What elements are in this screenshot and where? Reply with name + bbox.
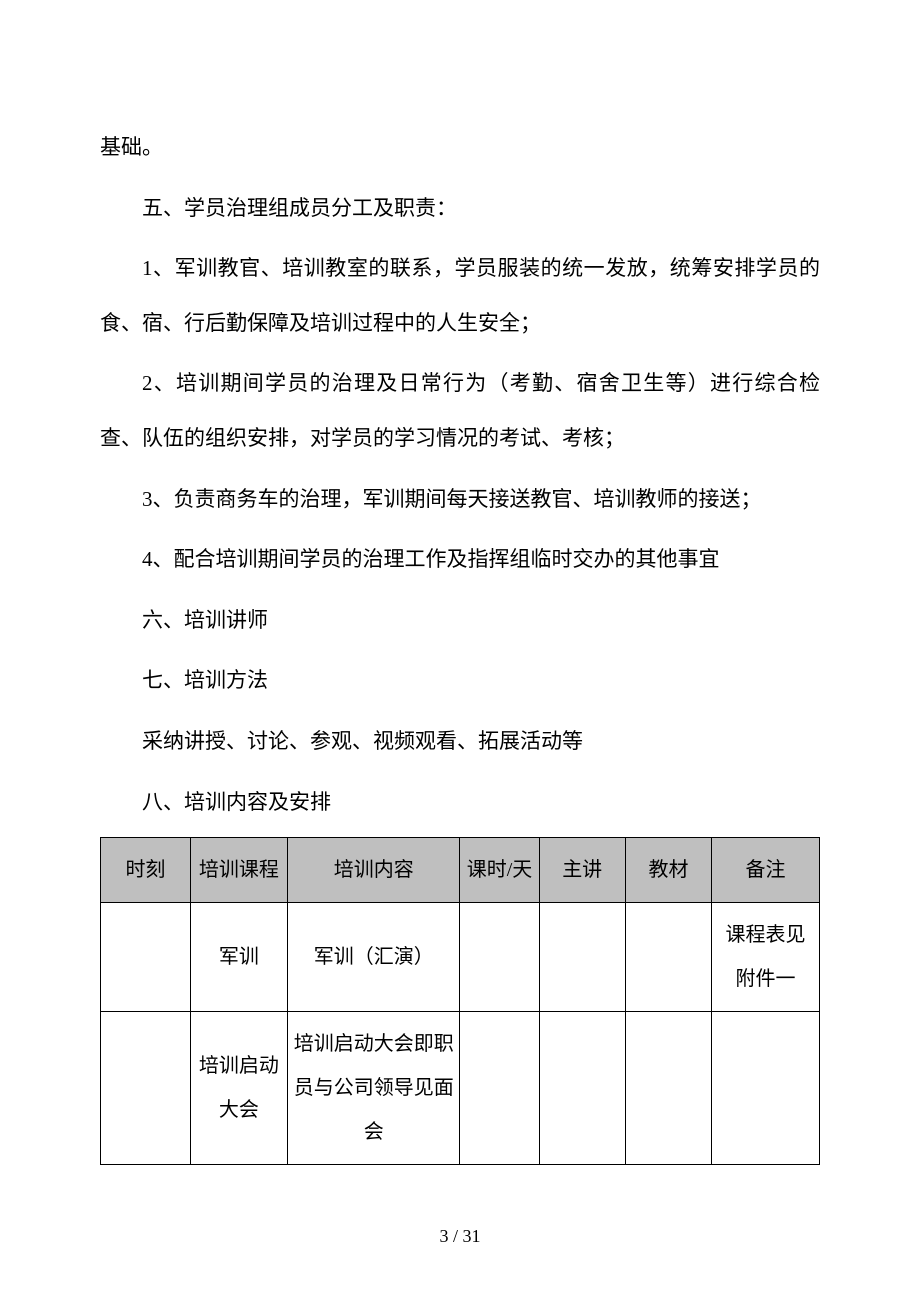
header-content: 培训内容 xyxy=(287,838,460,903)
header-material: 教材 xyxy=(625,838,711,903)
header-time: 时刻 xyxy=(101,838,191,903)
table-header-row: 时刻 培训课程 培训内容 课时/天 主讲 教材 备注 xyxy=(101,838,820,903)
paragraph: 采纳讲授、讨论、参观、视频观看、拓展活动等 xyxy=(100,714,820,769)
header-hours: 课时/天 xyxy=(460,838,539,903)
cell-speaker xyxy=(539,1012,625,1165)
document-content: 基础。 五、学员治理组成员分工及职责： 1、军训教官、培训教室的联系，学员服装的… xyxy=(100,120,820,1165)
header-course: 培训课程 xyxy=(190,838,287,903)
header-notes: 备注 xyxy=(712,838,820,903)
cell-notes xyxy=(712,1012,820,1165)
paragraph: 1、军训教官、培训教室的联系，学员服装的统一发放，统筹安排学员的食、宿、行后勤保… xyxy=(100,241,820,350)
table-row: 培训启动大会 培训启动大会即职员与公司领导见面会 xyxy=(101,1012,820,1165)
cell-time xyxy=(101,1012,191,1165)
cell-hours xyxy=(460,1012,539,1165)
table-row: 军训 军训（汇演） 课程表见附件一 xyxy=(101,903,820,1012)
cell-content: 培训启动大会即职员与公司领导见面会 xyxy=(287,1012,460,1165)
cell-course: 培训启动大会 xyxy=(190,1012,287,1165)
training-schedule-table: 时刻 培训课程 培训内容 课时/天 主讲 教材 备注 军训 军训（汇演） 课程表… xyxy=(100,837,820,1165)
paragraph: 3、负责商务车的治理，军训期间每天接送教官、培训教师的接送； xyxy=(100,472,820,527)
header-speaker: 主讲 xyxy=(539,838,625,903)
cell-material xyxy=(625,1012,711,1165)
paragraph: 4、配合培训期间学员的治理工作及指挥组临时交办的其他事宜 xyxy=(100,532,820,587)
cell-time xyxy=(101,903,191,1012)
paragraph: 五、学员治理组成员分工及职责： xyxy=(100,181,820,236)
paragraph: 2、培训期间学员的治理及日常行为（考勤、宿舍卫生等）进行综合检查、队伍的组织安排… xyxy=(100,356,820,465)
paragraph: 基础。 xyxy=(100,120,820,175)
paragraph: 七、培训方法 xyxy=(100,653,820,708)
cell-material xyxy=(625,903,711,1012)
cell-content: 军训（汇演） xyxy=(287,903,460,1012)
page-number: 3 / 31 xyxy=(0,1226,920,1247)
cell-course: 军训 xyxy=(190,903,287,1012)
paragraph: 六、培训讲师 xyxy=(100,593,820,648)
cell-hours xyxy=(460,903,539,1012)
paragraph: 八、培训内容及安排 xyxy=(100,775,820,830)
cell-speaker xyxy=(539,903,625,1012)
cell-notes: 课程表见附件一 xyxy=(712,903,820,1012)
